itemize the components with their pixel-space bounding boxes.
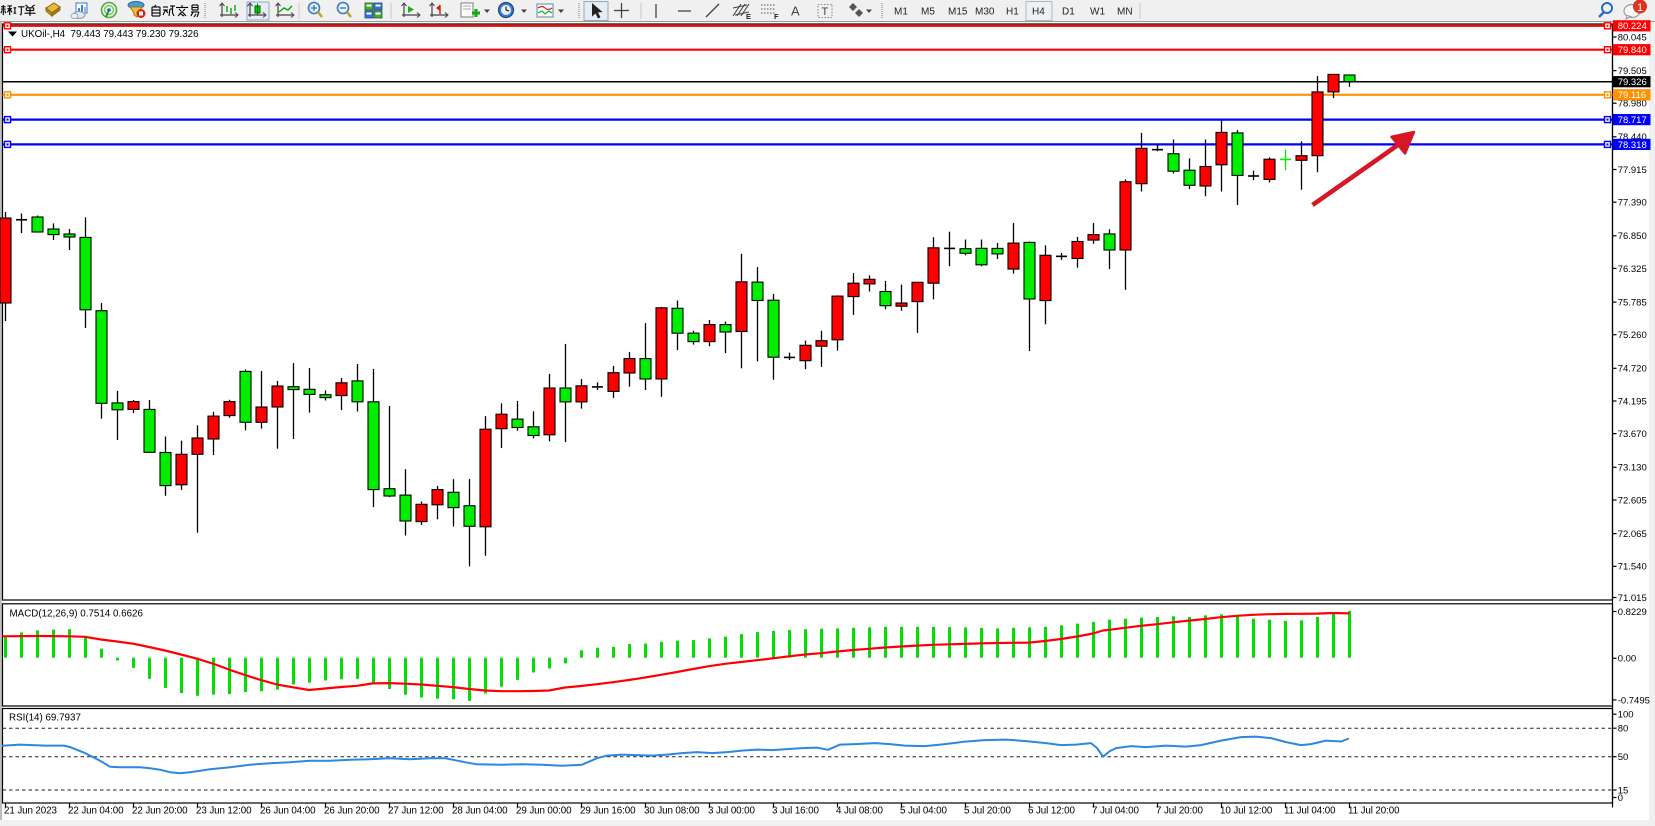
svg-text:M30: M30 — [975, 7, 995, 18]
svg-text:10 Jul 12:00: 10 Jul 12:00 — [1220, 806, 1273, 817]
svg-text:71.540: 71.540 — [1618, 562, 1647, 573]
svg-text:77.915: 77.915 — [1618, 165, 1647, 176]
svg-text:28 Jun 04:00: 28 Jun 04:00 — [452, 806, 508, 817]
svg-text:26 Jun 04:00: 26 Jun 04:00 — [260, 806, 316, 817]
svg-text:73.670: 73.670 — [1618, 429, 1647, 440]
svg-text:E: E — [746, 12, 751, 21]
svg-text:7 Jul 20:00: 7 Jul 20:00 — [1156, 806, 1203, 817]
svg-text:0.00: 0.00 — [1618, 654, 1637, 665]
svg-text:3 Jul 00:00: 3 Jul 00:00 — [708, 806, 755, 817]
svg-text:79.840: 79.840 — [1618, 45, 1647, 56]
svg-text:F: F — [774, 12, 779, 21]
svg-text:M5: M5 — [921, 7, 935, 18]
svg-text:MN: MN — [1117, 7, 1133, 18]
svg-text:75.260: 75.260 — [1618, 330, 1647, 341]
svg-text:72.605: 72.605 — [1618, 495, 1647, 506]
svg-text:6 Jul 12:00: 6 Jul 12:00 — [1028, 806, 1075, 817]
svg-text:27 Jun 12:00: 27 Jun 12:00 — [388, 806, 444, 817]
svg-text:23 Jun 12:00: 23 Jun 12:00 — [196, 806, 252, 817]
svg-text:73.130: 73.130 — [1618, 463, 1647, 474]
svg-text:74.195: 74.195 — [1618, 396, 1647, 407]
svg-text:4 Jul 08:00: 4 Jul 08:00 — [836, 806, 883, 817]
svg-text:72.065: 72.065 — [1618, 529, 1647, 540]
svg-text:50: 50 — [1618, 752, 1629, 763]
svg-text:74.720: 74.720 — [1618, 364, 1647, 375]
svg-text:78.318: 78.318 — [1618, 140, 1647, 151]
svg-text:78.717: 78.717 — [1618, 115, 1647, 126]
svg-text:80.224: 80.224 — [1618, 21, 1647, 32]
svg-text:0: 0 — [1618, 793, 1623, 804]
svg-text:79.326: 79.326 — [1618, 77, 1647, 88]
svg-text:26 Jun 20:00: 26 Jun 20:00 — [324, 806, 380, 817]
svg-text:D1: D1 — [1062, 7, 1075, 18]
svg-text:22 Jun 04:00: 22 Jun 04:00 — [68, 806, 124, 817]
svg-text:0.8229: 0.8229 — [1618, 607, 1647, 618]
svg-text:11 Jul 20:00: 11 Jul 20:00 — [1348, 806, 1400, 817]
svg-text:22 Jun 20:00: 22 Jun 20:00 — [132, 806, 188, 817]
svg-text:W1: W1 — [1090, 7, 1105, 18]
svg-text:M1: M1 — [894, 7, 908, 18]
svg-text:29 Jun 00:00: 29 Jun 00:00 — [516, 806, 572, 817]
svg-text:79.116: 79.116 — [1618, 90, 1646, 101]
svg-text:1: 1 — [1637, 2, 1643, 14]
svg-text:5 Jul 20:00: 5 Jul 20:00 — [964, 806, 1011, 817]
svg-text:A: A — [791, 4, 800, 19]
svg-text:75.785: 75.785 — [1618, 298, 1647, 309]
svg-text:H1: H1 — [1006, 7, 1019, 18]
svg-text:5 Jul 04:00: 5 Jul 04:00 — [900, 806, 947, 817]
svg-text:21 Jun 2023: 21 Jun 2023 — [4, 806, 57, 817]
svg-text:100: 100 — [1618, 710, 1634, 721]
svg-text:80: 80 — [1618, 724, 1629, 735]
svg-text:MACD(12,26,9) 0.7514 0.6626: MACD(12,26,9) 0.7514 0.6626 — [10, 609, 144, 620]
svg-text:76.325: 76.325 — [1618, 264, 1647, 275]
svg-text:29 Jun 16:00: 29 Jun 16:00 — [580, 806, 636, 817]
svg-text:78.980: 78.980 — [1618, 99, 1647, 110]
svg-text:78.440: 78.440 — [1618, 132, 1647, 143]
svg-text:15: 15 — [1618, 785, 1629, 796]
svg-text:RSI(14) 69.7937: RSI(14) 69.7937 — [9, 713, 81, 724]
svg-text:-0.7495: -0.7495 — [1618, 695, 1650, 706]
svg-text:80.045: 80.045 — [1618, 32, 1647, 43]
svg-text:71.015: 71.015 — [1618, 593, 1647, 604]
svg-text:UKOil-,H4 79.443 79.443 79.23: UKOil-,H4 79.443 79.443 79.230 79.326 — [21, 29, 199, 40]
svg-text:M15: M15 — [948, 7, 968, 18]
svg-text:7 Jul 04:00: 7 Jul 04:00 — [1092, 806, 1139, 817]
svg-text:77.390: 77.390 — [1618, 198, 1647, 209]
svg-text:30 Jun 08:00: 30 Jun 08:00 — [644, 806, 700, 817]
svg-text:3 Jul 16:00: 3 Jul 16:00 — [772, 806, 819, 817]
svg-text:H4: H4 — [1032, 7, 1045, 18]
svg-text:11 Jul 04:00: 11 Jul 04:00 — [1284, 806, 1336, 817]
svg-text:76.850: 76.850 — [1618, 231, 1647, 242]
svg-text:T: T — [822, 6, 829, 18]
svg-text:79.505: 79.505 — [1618, 66, 1647, 77]
